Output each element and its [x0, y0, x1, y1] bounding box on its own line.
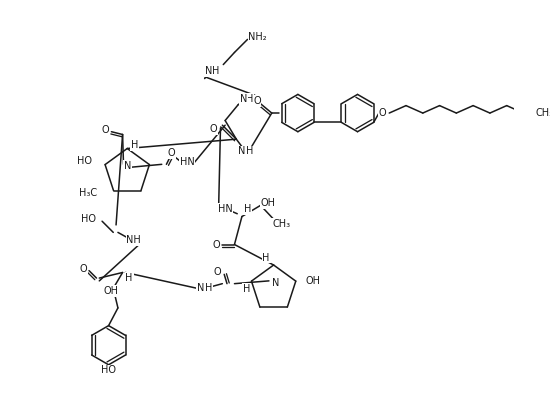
Text: O: O [214, 268, 222, 277]
Text: N: N [205, 66, 212, 76]
Text: HO: HO [101, 365, 116, 375]
Text: HN: HN [179, 158, 194, 167]
Text: O: O [209, 124, 217, 134]
Text: H: H [212, 66, 219, 76]
Text: O: O [379, 108, 387, 118]
Text: H: H [205, 283, 212, 293]
Text: OH: OH [305, 276, 320, 286]
Text: N: N [240, 94, 248, 104]
Text: HO: HO [77, 156, 92, 166]
Text: N: N [238, 146, 246, 156]
Text: N: N [197, 283, 205, 293]
Text: N: N [124, 161, 131, 171]
Text: HO: HO [81, 214, 96, 224]
Text: O: O [102, 125, 109, 135]
Text: H: H [246, 94, 253, 104]
Text: NH₂: NH₂ [249, 31, 267, 42]
Text: OH: OH [104, 286, 119, 296]
Text: H: H [244, 204, 251, 214]
Text: NH: NH [126, 235, 141, 245]
Text: H: H [125, 273, 133, 283]
Text: O: O [212, 239, 219, 250]
Text: H: H [246, 146, 253, 156]
Text: O: O [167, 148, 175, 158]
Text: O: O [80, 264, 87, 274]
Text: HN: HN [218, 204, 233, 214]
Text: H₃C: H₃C [79, 187, 97, 198]
Text: O: O [253, 96, 261, 106]
Text: CH₃: CH₃ [536, 108, 550, 118]
Text: CH₃: CH₃ [272, 219, 290, 229]
Text: H: H [262, 253, 270, 263]
Text: OH: OH [261, 198, 276, 209]
Text: H: H [131, 140, 139, 150]
Text: N: N [272, 278, 279, 288]
Text: H: H [243, 284, 250, 294]
